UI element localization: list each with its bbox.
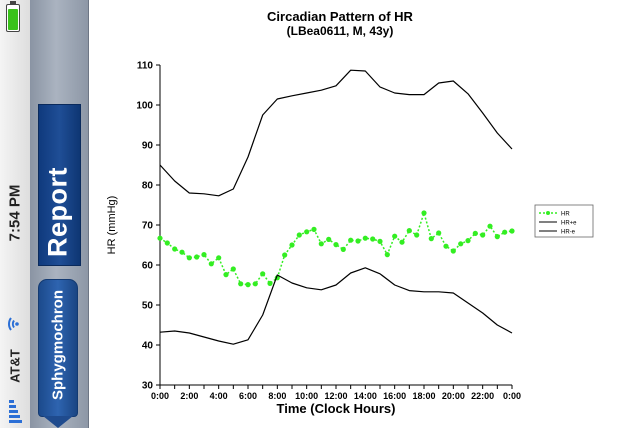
x-tick-label: 2:00 [180, 391, 198, 401]
chart-title: Circadian Pattern of HR [267, 9, 414, 24]
x-tick-label: 22:00 [471, 391, 494, 401]
title-box [38, 104, 81, 266]
hr-point [399, 239, 405, 245]
page-title: Report [42, 167, 73, 257]
y-tick-label: 60 [142, 261, 154, 272]
hr-point [208, 261, 214, 267]
status-bar: 7:54 PM AT&T [0, 0, 31, 428]
hr-point [282, 252, 288, 258]
hr-point [340, 246, 346, 252]
hr-point [267, 280, 273, 286]
hr-point [186, 255, 192, 261]
hr-point [494, 234, 500, 240]
series-line-hr-lower [159, 267, 513, 345]
signal-bar [9, 420, 22, 423]
x-axis-label: Time (Clock Hours) [277, 401, 396, 416]
x-tick-label: 0:00 [151, 391, 169, 401]
status-time: 7:54 PM [6, 184, 24, 242]
hr-point [421, 210, 427, 216]
hr-point [201, 252, 207, 258]
y-axis-label: HR (mmHg) [106, 196, 118, 255]
hr-point [333, 242, 339, 248]
hr-point [362, 235, 368, 241]
hr-point [326, 236, 332, 242]
hr-point [238, 281, 244, 287]
signal-bar [9, 415, 20, 418]
hr-point [384, 252, 390, 258]
back-button[interactable] [38, 279, 78, 428]
hr-point [377, 238, 383, 244]
wifi-icon [8, 317, 19, 331]
hr-point [355, 238, 361, 244]
battery-fill [8, 9, 18, 30]
x-tick-label: 18:00 [412, 391, 435, 401]
series-line-hr [159, 210, 513, 286]
hr-point [436, 230, 442, 236]
hr-point [480, 232, 486, 238]
legend-box [534, 204, 594, 238]
hr-point [487, 223, 493, 229]
hr-point [311, 226, 317, 232]
hr-point [370, 236, 376, 242]
signal-bar [9, 405, 16, 408]
hr-point [179, 249, 185, 255]
hr-point [216, 255, 222, 261]
x-tick-label: 8:00 [268, 391, 286, 401]
legend-label: HR-e [561, 230, 576, 236]
hr-point [509, 228, 515, 234]
hr-point [318, 241, 324, 247]
hr-point [157, 235, 163, 241]
hr-point [296, 232, 302, 238]
x-tick-label: 0:00 [503, 391, 521, 401]
hr-point [502, 229, 508, 235]
y-tick-label: 70 [142, 221, 154, 232]
x-tick-label: 16:00 [383, 391, 406, 401]
chart-container: Circadian Pattern of HR (LBea0611, M, 43y… [89, 0, 641, 428]
series-line-hr-upper [159, 69, 513, 197]
signal-bar [9, 410, 18, 413]
y-tick-label: 50 [142, 301, 154, 312]
x-tick-label: 4:00 [210, 391, 228, 401]
x-tick-label: 6:00 [239, 391, 257, 401]
hr-point [260, 271, 266, 277]
y-tick-label: 40 [142, 341, 154, 352]
battery-icon [6, 1, 20, 32]
x-tick-label: 20:00 [442, 391, 465, 401]
hr-point [252, 281, 258, 287]
hr-point [194, 254, 200, 260]
hr-point [348, 237, 354, 243]
hr-point [230, 266, 236, 272]
hr-point [289, 242, 295, 248]
legend-marker-hr [546, 211, 550, 215]
legend-label: HR+e [561, 221, 577, 227]
hr-point [458, 241, 464, 247]
y-tick-label: 90 [142, 141, 154, 152]
legend-label: HR [561, 212, 570, 218]
hr-point [164, 240, 170, 246]
y-tick-label: 80 [142, 181, 154, 192]
hr-point [472, 230, 478, 236]
hr-point [465, 238, 471, 244]
chart-subtitle: (LBea0611, M, 43y) [287, 24, 394, 38]
hr-chart: Circadian Pattern of HR(LBea0611, M, 43y… [106, 9, 594, 416]
y-tick-label: 110 [137, 61, 154, 72]
hr-point [223, 272, 229, 278]
signal-bar [9, 400, 14, 403]
hr-point [443, 243, 449, 249]
hr-point [392, 233, 398, 239]
hr-point [406, 228, 412, 234]
hr-point [450, 248, 456, 254]
hr-point [172, 246, 178, 252]
hr-point [428, 236, 434, 242]
y-tick-label: 30 [142, 381, 154, 392]
x-tick-label: 12:00 [324, 391, 347, 401]
hr-point [245, 282, 251, 288]
y-tick-label: 100 [136, 101, 153, 112]
carrier-label: AT&T [7, 349, 23, 383]
x-tick-label: 10:00 [295, 391, 318, 401]
hr-point [414, 232, 420, 238]
back-button-label[interactable]: Sphygmochron [49, 289, 67, 401]
hr-point [304, 229, 310, 235]
x-tick-label: 14:00 [354, 391, 377, 401]
